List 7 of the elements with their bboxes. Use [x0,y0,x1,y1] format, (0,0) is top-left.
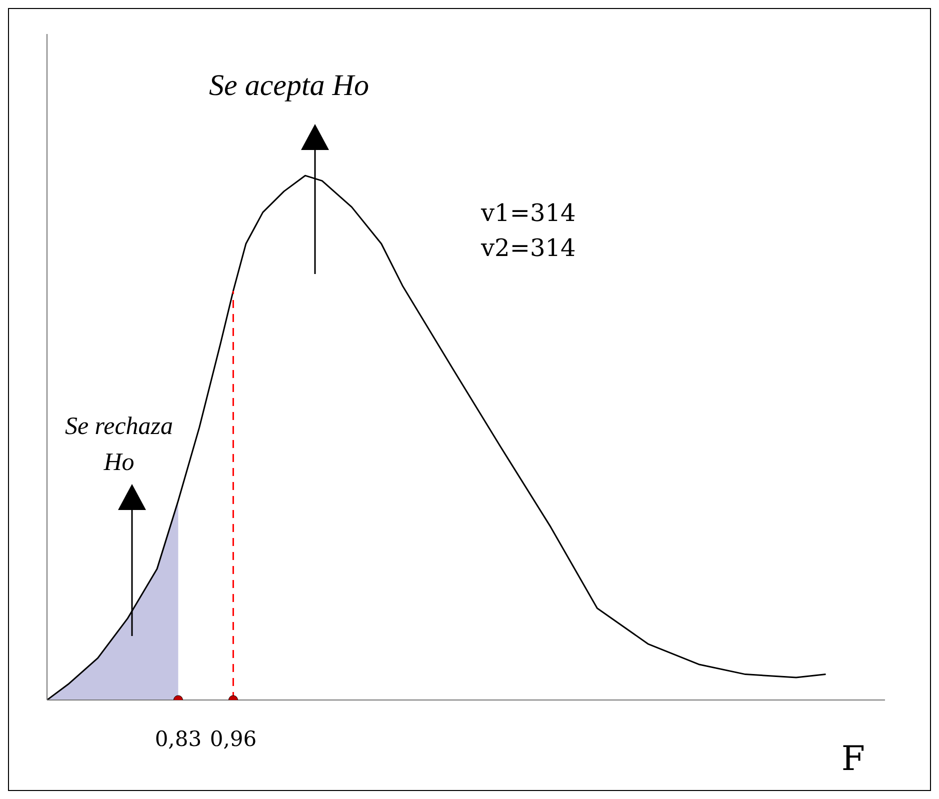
annotation: Se rechaza Ho [64,412,174,478]
x-tick-label: 0,83 [154,727,202,751]
text: Se acepta Ho [209,69,369,103]
annotation: v2=314 [481,234,576,262]
x-tick-label: 0,96 [210,727,257,751]
annotation: v1=314 [481,199,576,227]
x-axis-title: F [841,739,865,779]
